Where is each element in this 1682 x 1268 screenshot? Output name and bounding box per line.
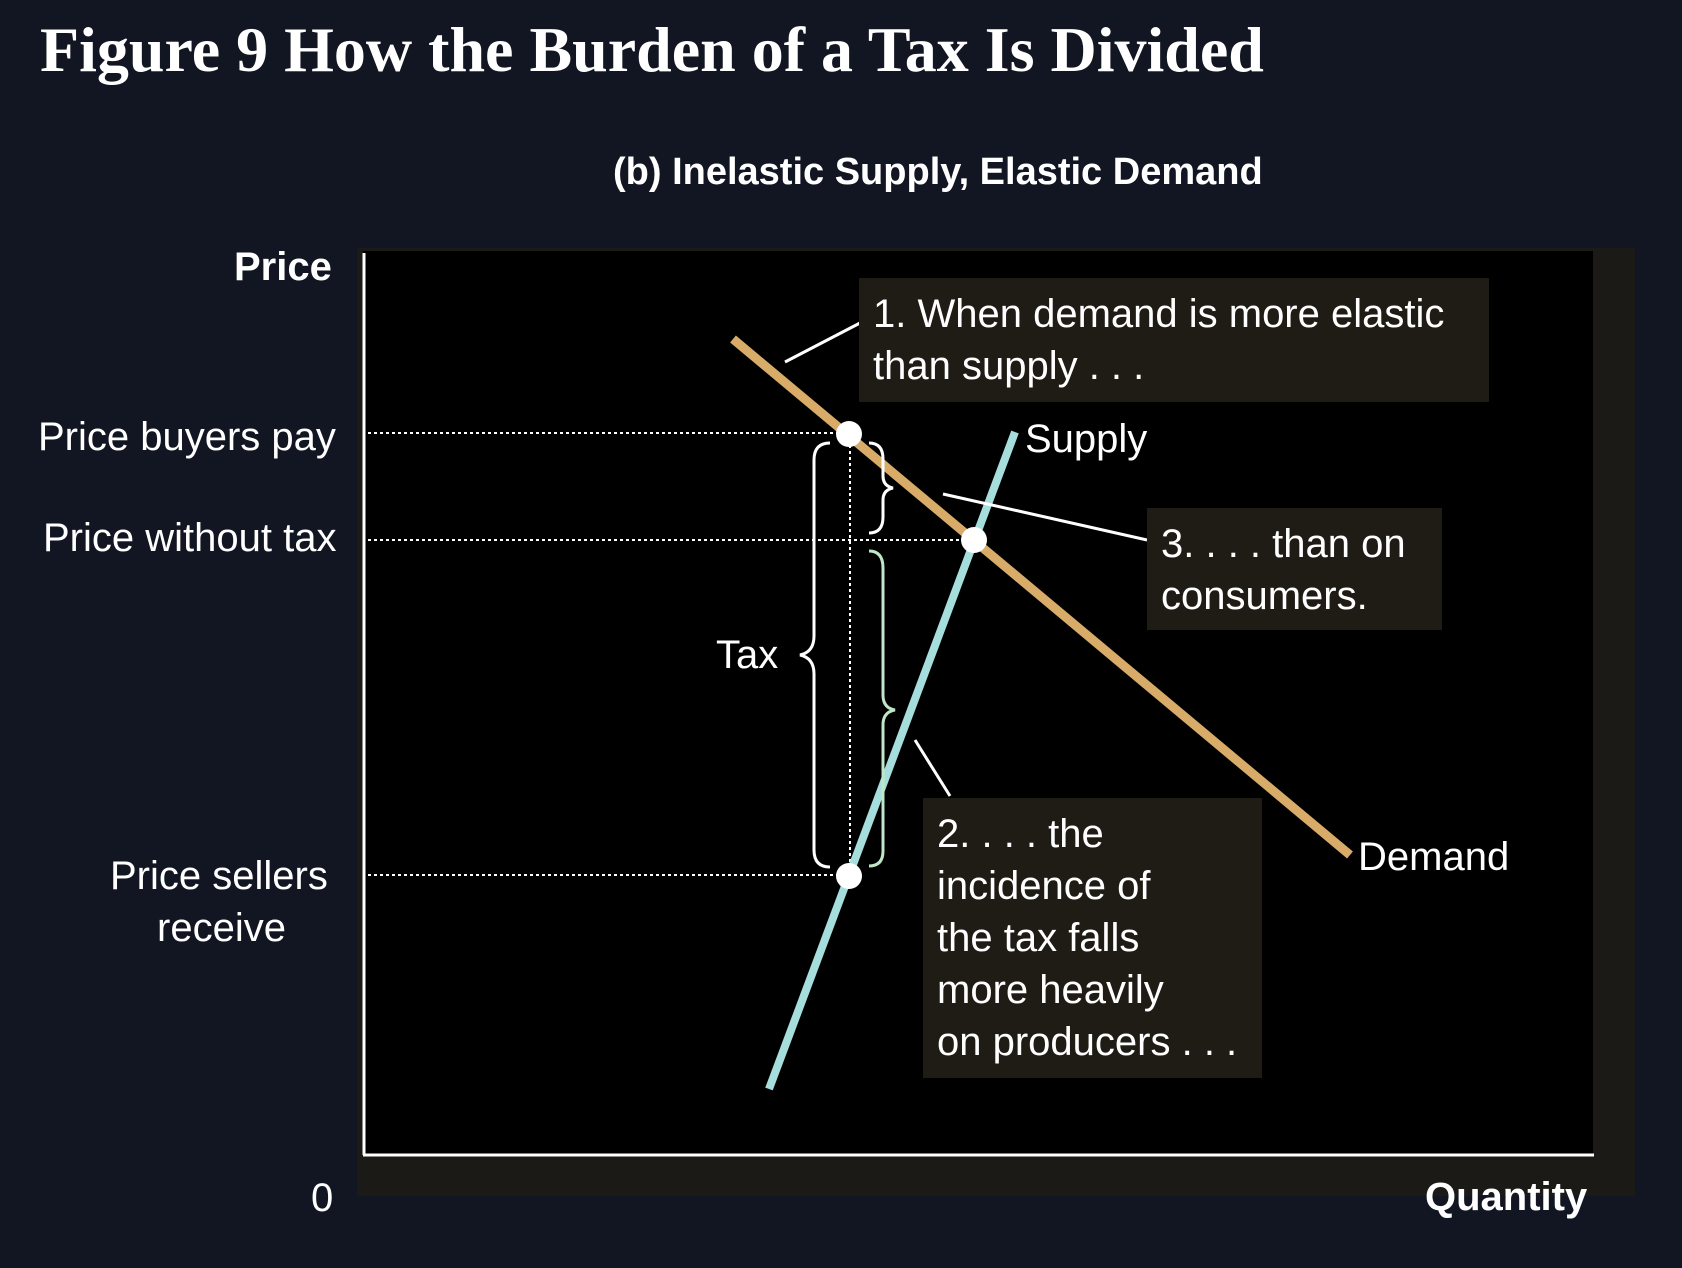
note2-line4: more heavily xyxy=(937,968,1164,1012)
sellers-price-point xyxy=(836,863,862,889)
note2-line1: 2. . . . the xyxy=(937,812,1104,856)
buyers-price-point xyxy=(836,421,862,447)
note1-line1: 1. When demand is more elastic xyxy=(873,292,1445,336)
consumer-burden-brace xyxy=(868,441,894,535)
label-price-sellers-line2: receive xyxy=(157,906,286,950)
leader-note3 xyxy=(942,492,1148,542)
tax-brace xyxy=(799,441,831,869)
producer-burden-brace xyxy=(868,549,896,868)
demand-label: Demand xyxy=(1358,835,1510,879)
tax-label: Tax xyxy=(716,633,779,677)
figure-title: Figure 9 How the Burden of a Tax Is Divi… xyxy=(40,14,1264,85)
leader-note2 xyxy=(913,739,952,797)
leader-note1 xyxy=(784,321,861,364)
note2-line5: on producers . . . xyxy=(937,1020,1238,1064)
panel-title: (b) Inelastic Supply, Elastic Demand xyxy=(613,151,1263,193)
label-price-buyers-pay: Price buyers pay xyxy=(38,415,336,459)
y-axis-title: Price xyxy=(234,245,332,289)
supply-label: Supply xyxy=(1025,417,1148,461)
label-price-without-tax: Price without tax xyxy=(43,516,337,560)
note-incidence-producers: 2. . . . the incidence of the tax falls … xyxy=(923,798,1262,1078)
equilibrium-point xyxy=(961,527,987,553)
label-price-sellers-line1: Price sellers xyxy=(110,854,328,898)
note2-line3: the tax falls xyxy=(937,916,1140,960)
origin-label: 0 xyxy=(311,1176,334,1220)
demand-curve xyxy=(730,335,1353,859)
note-demand-elastic: 1. When demand is more elastic than supp… xyxy=(859,278,1489,402)
note2-line2: incidence of xyxy=(937,864,1151,908)
x-axis-title: Quantity xyxy=(1425,1175,1588,1219)
note1-line2: than supply . . . xyxy=(873,344,1145,388)
note3-line2: consumers. xyxy=(1161,574,1368,618)
note-than-on-consumers: 3. . . . than on consumers. xyxy=(1147,508,1442,630)
note3-line1: 3. . . . than on xyxy=(1161,522,1406,566)
